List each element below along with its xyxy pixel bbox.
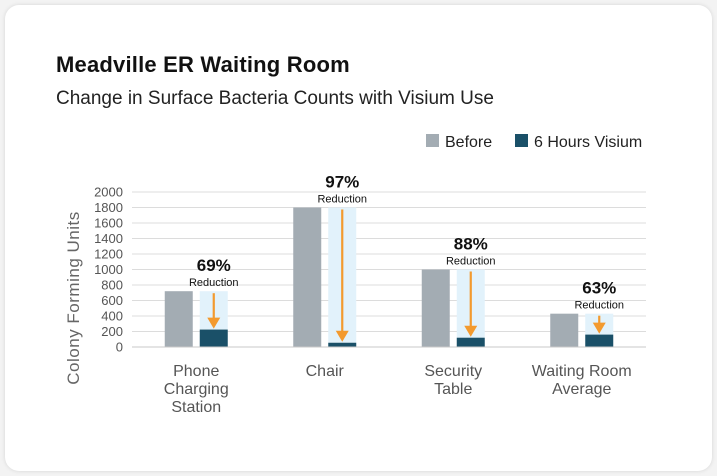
reduction-arrow-head	[592, 322, 606, 334]
x-category-label: Charging	[164, 381, 229, 398]
y-tick-label: 1000	[94, 262, 123, 277]
y-tick-label: 200	[101, 324, 123, 339]
bar-before	[550, 313, 579, 347]
chart-subtitle: Change in Surface Bacteria Counts with V…	[56, 88, 494, 109]
reduction-arrow-head	[464, 325, 478, 337]
legend-label-before: Before	[445, 134, 492, 151]
reduction-arrow-head	[335, 330, 349, 342]
bar-before	[293, 207, 322, 347]
legend-swatch-after	[515, 134, 528, 147]
bar-after	[328, 342, 357, 347]
bar-after	[199, 329, 228, 347]
y-tick-label: 1200	[94, 247, 123, 262]
chart-title: Meadville ER Waiting Room	[56, 52, 350, 77]
x-category-label: Station	[171, 399, 221, 416]
reduction-label: Reduction	[446, 256, 496, 268]
y-tick-label: 0	[116, 340, 123, 355]
reduction-percent: 63%	[582, 279, 616, 298]
x-category-label: Chair	[306, 363, 345, 380]
reduction-label: Reduction	[574, 300, 624, 312]
y-tick-label: 1800	[94, 200, 123, 215]
x-category-label: Security	[424, 363, 482, 380]
bar-after	[456, 337, 485, 347]
reduction-label: Reduction	[189, 277, 239, 289]
y-tick-label: 400	[101, 309, 123, 324]
x-category-label: Phone	[173, 363, 219, 380]
x-category-label: Average	[552, 381, 611, 398]
x-category-label: Table	[434, 381, 472, 398]
bar-before	[164, 291, 193, 347]
y-tick-label: 1600	[94, 216, 123, 231]
reduction-percent: 88%	[454, 235, 488, 254]
bar-after	[585, 334, 614, 347]
y-axis-label: Colony Forming Units	[64, 211, 83, 384]
y-tick-label: 1400	[94, 231, 123, 246]
legend-swatch-before	[426, 134, 439, 147]
y-tick-label: 2000	[94, 185, 123, 200]
reduction-percent: 69%	[197, 256, 231, 275]
bar-before	[421, 269, 450, 347]
y-tick-label: 600	[101, 293, 123, 308]
reduction-label: Reduction	[317, 194, 367, 206]
y-tick-label: 800	[101, 278, 123, 293]
reduction-arrow-head	[207, 317, 221, 329]
legend-label-after: 6 Hours Visium	[534, 134, 642, 151]
reduction-percent: 97%	[325, 173, 359, 192]
x-category-label: Waiting Room	[532, 363, 632, 380]
